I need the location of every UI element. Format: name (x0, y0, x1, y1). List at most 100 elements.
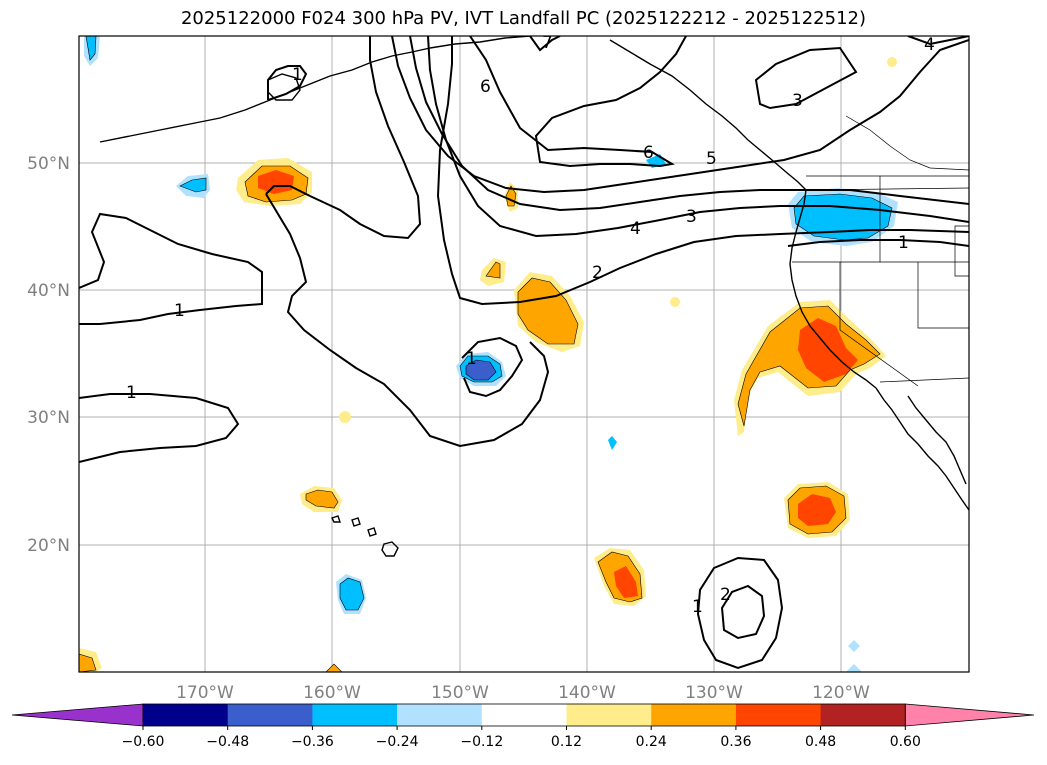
contour-label: 1 (466, 349, 477, 369)
hawaii-oahu (351, 517, 361, 527)
colorbar-tick-label: −0.24 (376, 734, 419, 750)
positive-anomaly-bottom-small (325, 663, 343, 672)
colorbar-segment (566, 704, 652, 726)
colorbar-segment (651, 704, 737, 726)
contour-label: 2 (720, 585, 731, 605)
us-west-coast (789, 189, 877, 389)
contour-label: 3 (686, 207, 697, 227)
colorbar-extend-max (904, 703, 1035, 727)
contour-label: 7 (542, 33, 553, 53)
contour-label: 6 (480, 77, 491, 97)
hawaii-big-island (381, 541, 399, 557)
contour-6-closed (469, 36, 687, 168)
positive-anomaly-west-48n-max (258, 170, 294, 194)
contour-label: 6 (643, 143, 654, 163)
coastlines (99, 36, 969, 557)
positive-anomaly-22n-max (798, 494, 836, 526)
contour-3 (427, 36, 969, 238)
colorbar-tick-label: −0.36 (291, 734, 334, 750)
colorbar-tick-label: −0.12 (460, 734, 503, 750)
lon-label-160w: 160°W (303, 683, 361, 703)
colorbar-segment (481, 704, 567, 726)
colorbar (11, 703, 1035, 727)
longitude-labels: 170°W 160°W 150°W 140°W 130°W 120°W (176, 683, 870, 703)
lat-label-50n: 50°N (27, 154, 70, 174)
lat-label-20n: 20°N (27, 536, 70, 556)
colorbar-extend-min (11, 703, 144, 727)
alaska-panhandle (609, 39, 807, 191)
positive-anomaly-dot-3 (887, 57, 897, 67)
negative-anomaly-nw-corner-core (85, 36, 97, 61)
latitude-labels: 50°N 40°N 30°N 20°N (27, 154, 70, 556)
contour-1-trough (265, 36, 422, 240)
contour-3-northeast (754, 46, 858, 110)
lon-label-120w: 120°W (812, 683, 870, 703)
colorbar-tick-label: −0.48 (206, 734, 249, 750)
map-frame (78, 35, 970, 673)
contour-label: 1 (174, 301, 185, 321)
contour-2-subtropical (720, 584, 766, 640)
contour-label: 4 (630, 219, 641, 239)
colorbar-segment (820, 704, 906, 726)
contour-1-trough-west (265, 193, 550, 448)
positive-anomaly-dot-2 (670, 297, 680, 307)
colorbar-segment (227, 704, 313, 726)
positive-anomaly-central-40n-core (517, 277, 579, 345)
positive-anomaly-coast-35n-max (798, 318, 858, 382)
colorbar-tick-label: −0.60 (122, 734, 165, 750)
contour-label: 3 (792, 91, 803, 111)
contour-1-low-33n (461, 336, 524, 398)
contour-1-south (79, 393, 240, 463)
negative-anomaly-48n-core (179, 177, 207, 193)
negative-anomaly-bottom-small (846, 664, 862, 672)
contour-label: 1 (898, 233, 909, 253)
colorbar-outline (142, 703, 906, 727)
lat-label-40n: 40°N (27, 281, 70, 301)
colorbar-ticks: −0.60 −0.48 −0.36 −0.24 −0.12 0.12 0.24 0.36 0.4… (122, 726, 921, 750)
contour-4 (409, 36, 969, 212)
lon-label-150w: 150°W (431, 683, 489, 703)
positive-anomaly-42n-small-core (485, 261, 501, 279)
alaska-south-coast (429, 36, 531, 49)
contour-label: 4 (924, 35, 935, 55)
colorbar-tick-label: 0.36 (720, 734, 751, 750)
lon-label-140w: 140°W (558, 683, 616, 703)
gulf-of-california (907, 395, 967, 485)
contour-1-north (267, 65, 308, 101)
contour-label: 2 (592, 263, 603, 283)
baja-california (875, 387, 969, 511)
positive-anomaly-dot-1 (339, 411, 351, 423)
pv-anomaly-shading (79, 36, 898, 672)
contour-5 (391, 36, 969, 194)
lat-label-30n: 30°N (27, 408, 70, 428)
colorbar-segment (735, 704, 822, 726)
contour-label: 1 (692, 597, 703, 617)
contour-labels: 1 1 1 1 2 3 4 5 6 6 7 3 4 1 1 2 (126, 33, 935, 617)
hawaii-maui (367, 527, 377, 537)
positive-anomaly-sw-corner-core (79, 653, 97, 672)
colorbar-segment (397, 704, 483, 726)
pv-contours (79, 36, 969, 670)
map-plot-area: 1 1 1 1 2 3 4 5 6 6 7 3 4 1 1 2 (79, 33, 969, 672)
negative-anomaly-16n-core (339, 577, 365, 611)
contour-1-subtropical (696, 556, 784, 670)
contour-label: 1 (292, 65, 303, 85)
contour-label: 5 (706, 149, 717, 169)
contour-4-northeast (907, 36, 969, 46)
negative-anomaly-34n-core (465, 359, 497, 381)
negative-anomaly-28n-small (608, 436, 617, 450)
colorbar-tick-label: 0.48 (805, 734, 836, 750)
contour-1-west-closed (79, 212, 263, 325)
contour-label: 1 (126, 383, 137, 403)
lon-label-130w: 130°W (685, 683, 743, 703)
colorbar-segment (312, 704, 398, 726)
map-title: 2025122000 F024 300 hPa PV, IVT Landfall… (180, 8, 867, 29)
contour-1-east (787, 239, 969, 247)
contour-7 (529, 36, 561, 52)
hawaii-kauai (331, 515, 341, 523)
positive-anomaly-24n-core (305, 489, 339, 509)
positive-anomaly-16n-max (614, 566, 638, 598)
nunivak-island (267, 73, 301, 101)
colorbar-tick-label: 0.24 (636, 734, 667, 750)
